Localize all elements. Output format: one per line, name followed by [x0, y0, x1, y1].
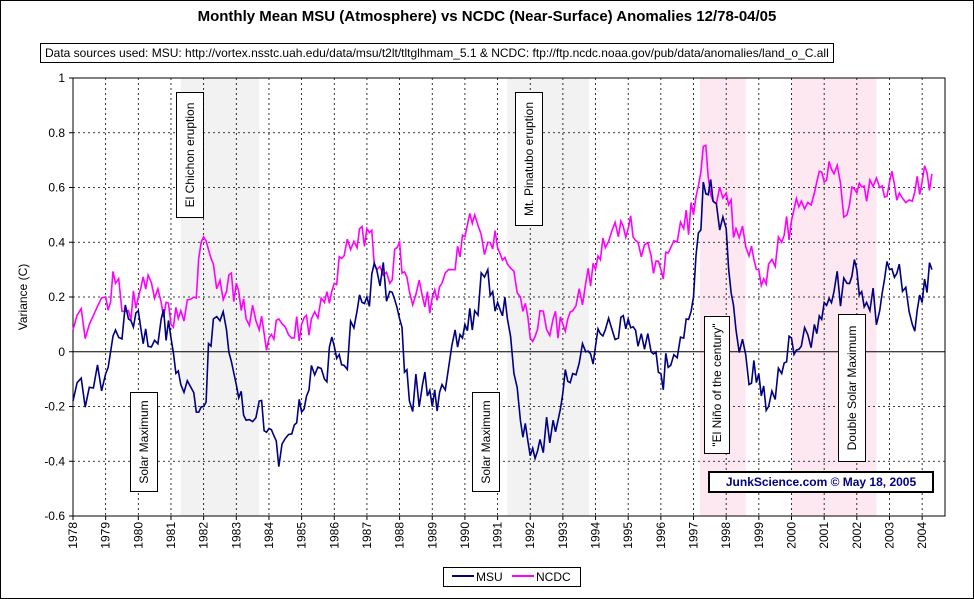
x-tick-label-26: 2004 — [915, 522, 929, 549]
legend-msu-label: MSU — [476, 570, 503, 584]
x-tick-label-16: 1994 — [589, 522, 603, 549]
legend-msu-swatch — [452, 575, 474, 577]
x-tick-label-6: 1984 — [262, 522, 276, 549]
x-tick-label-18: 1996 — [654, 522, 668, 549]
chart-title: Monthly Mean MSU (Atmosphere) vs NCDC (N… — [197, 8, 777, 25]
y-tick-label-1: -0.4 — [44, 454, 65, 468]
junkscience-stamp: JunkScience.com © May 18, 2005 — [708, 471, 934, 493]
annotation-pinatubo: Mt. Pinatubo eruption — [515, 92, 543, 226]
annotation-solar-max-2: Solar Maximum — [472, 392, 500, 492]
x-tick-label-20: 1998 — [719, 522, 733, 549]
series-line-msu — [72, 179, 933, 467]
annotation-solar-max-1: Solar Maximum — [130, 392, 158, 492]
x-tick-label-24: 2002 — [850, 522, 864, 549]
y-tick-label-3: 0 — [58, 345, 65, 359]
x-tick-label-21: 1999 — [752, 522, 766, 549]
annotation-el-chichon: El Chichon eruption — [176, 92, 204, 218]
x-tick-label-25: 2003 — [882, 522, 896, 549]
annotation-el-nino: "El Niño of the century" — [704, 316, 730, 454]
x-tick-label-1: 1979 — [99, 522, 113, 549]
x-tick-label-8: 1986 — [327, 522, 341, 549]
x-tick-label-0: 1978 — [66, 522, 80, 549]
x-axis-ticks: 1978 1979 1980 1981 1982 1983 1984 1985 1986 1987… — [66, 516, 929, 549]
x-tick-label-19: 1997 — [687, 522, 701, 549]
x-tick-label-15: 1993 — [556, 522, 570, 549]
x-tick-label-13: 1991 — [491, 522, 505, 549]
y-tick-label-4: 0.2 — [48, 290, 65, 304]
x-tick-label-22: 2000 — [785, 522, 799, 549]
legend-ncdc-label: NCDC — [536, 570, 571, 584]
x-tick-label-23: 2001 — [817, 522, 831, 549]
x-tick-label-5: 1983 — [229, 522, 243, 549]
data-sources-box: Data sources used: MSU: http://vortex.ns… — [40, 43, 834, 63]
x-tick-label-17: 1995 — [621, 522, 635, 549]
y-tick-label-6: 0.6 — [48, 181, 65, 195]
series-line-ncdc — [72, 144, 933, 351]
y-axis-ticks: -0.6 -0.4 -0.2 0 0.2 0.4 0.6 0.8 1 — [44, 71, 73, 523]
x-tick-label-4: 1982 — [197, 522, 211, 549]
x-tick-label-14: 1992 — [523, 522, 537, 549]
y-tick-label-0: -0.6 — [44, 509, 65, 523]
x-tick-label-11: 1989 — [425, 522, 439, 549]
y-tick-label-7: 0.8 — [48, 126, 65, 140]
x-tick-label-9: 1987 — [360, 522, 374, 549]
y-tick-label-5: 0.4 — [48, 235, 65, 249]
x-tick-label-12: 1990 — [458, 522, 472, 549]
legend-ncdc-swatch — [512, 575, 534, 577]
x-tick-label-10: 1988 — [393, 522, 407, 549]
y-tick-label-2: -0.2 — [44, 400, 65, 414]
y-tick-label-8: 1 — [58, 71, 65, 85]
y-axis-label: Variance (C) — [16, 264, 30, 330]
x-tick-label-2: 1980 — [131, 522, 145, 549]
legend: MSU NCDC — [443, 567, 581, 587]
x-tick-label-7: 1985 — [295, 522, 309, 549]
x-tick-label-3: 1981 — [164, 522, 178, 549]
annotation-double-solar-max: Double Solar Maximum — [838, 314, 866, 462]
